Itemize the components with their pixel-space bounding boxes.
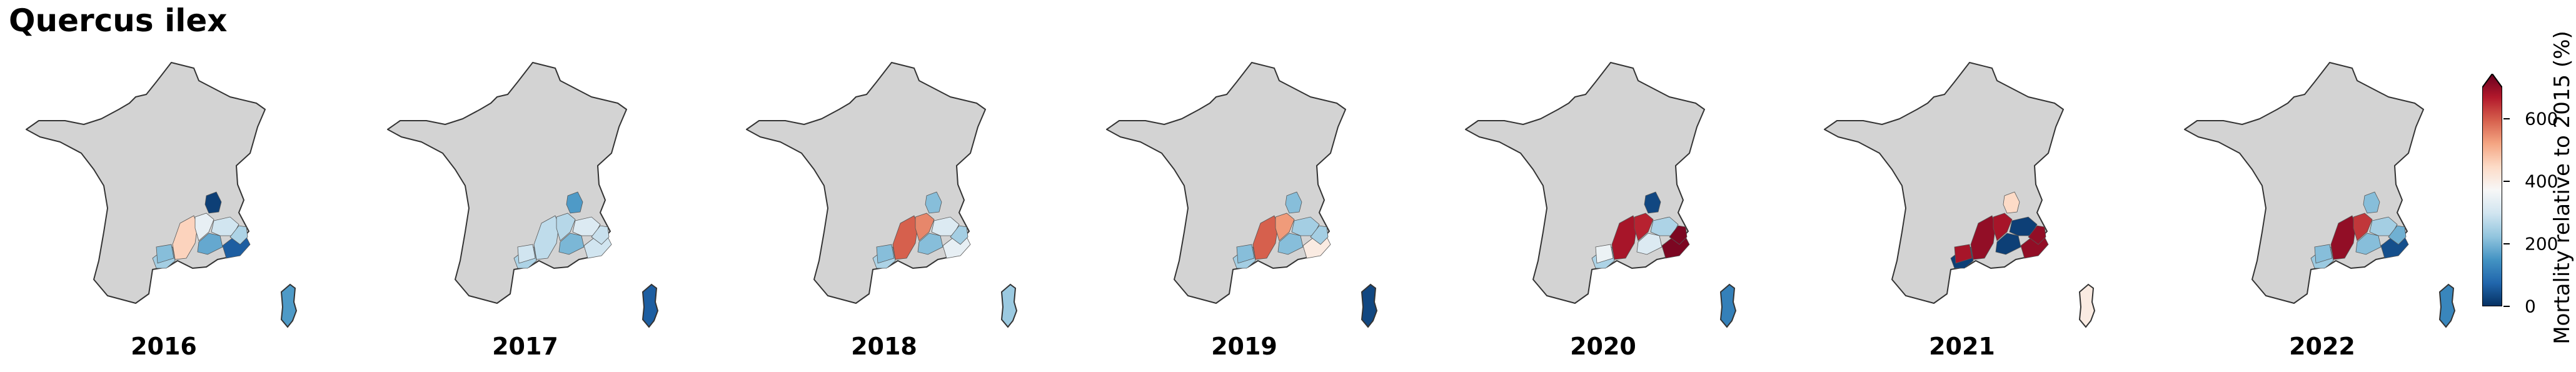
mortality-region-r1 xyxy=(172,215,198,260)
france-map xyxy=(387,62,659,328)
mortality-region-r9 xyxy=(566,191,583,214)
mortality-region-r1 xyxy=(533,215,560,260)
mortality-region-r9 xyxy=(1644,191,1661,214)
year-label: 2019 xyxy=(1211,333,1277,360)
year-label: 2021 xyxy=(1929,333,1995,360)
mortality-region-r1 xyxy=(2330,215,2357,260)
france-map xyxy=(1465,62,1737,328)
mortality-region-r3 xyxy=(1636,233,1663,255)
colorbar-tick-label: 400 xyxy=(2525,171,2558,192)
france-outline xyxy=(1106,62,1346,304)
france-map xyxy=(2184,62,2456,328)
mortality-region-r2 xyxy=(1993,213,2013,241)
mortality-region-r6 xyxy=(229,225,248,245)
year-label: 2017 xyxy=(492,333,558,360)
mortality-region-r1 xyxy=(1970,215,1996,260)
france-map xyxy=(26,62,298,328)
mortality-region-r1 xyxy=(892,215,918,260)
mortality-region-r6 xyxy=(2028,225,2046,245)
colorbar-label: Mortality relative to 2015 (%) xyxy=(2550,31,2575,344)
france-map xyxy=(746,62,1018,328)
mortality-region-r6 xyxy=(1310,225,1329,245)
corsica-region xyxy=(1719,283,1737,328)
map-panel-2020 xyxy=(1447,59,1759,328)
colorbar-tick-label: 200 xyxy=(2525,233,2558,254)
mortality-region-r2 xyxy=(1275,213,1295,241)
mortality-region-r8 xyxy=(2314,244,2333,264)
france-outline xyxy=(746,62,986,304)
mortality-region-r6 xyxy=(1669,225,1688,245)
corsica-region xyxy=(641,283,659,328)
corsica-region xyxy=(2438,283,2456,328)
france-outline xyxy=(2184,62,2424,304)
figure-title: Quercus ilex xyxy=(9,3,228,39)
map-panel-2022 xyxy=(2166,59,2478,328)
mortality-region-r3 xyxy=(1277,233,1304,255)
colorbar-tick-label: 600 xyxy=(2525,108,2558,129)
mortality-region-r8 xyxy=(156,244,174,264)
colorbar-tick-mark xyxy=(2503,306,2510,307)
mortality-region-r3 xyxy=(558,233,585,255)
mortality-region-r6 xyxy=(950,225,969,245)
mortality-region-r2 xyxy=(556,213,576,241)
mortality-region-r2 xyxy=(915,213,935,241)
france-map xyxy=(1106,62,1378,328)
year-label: 2016 xyxy=(131,333,197,360)
france-outline xyxy=(1465,62,1705,304)
mortality-region-r1 xyxy=(1611,215,1638,260)
map-panel-2017 xyxy=(369,59,682,328)
mortality-region-r2 xyxy=(194,213,214,241)
mortality-region-r9 xyxy=(2003,191,2020,214)
colorbar-tick-mark xyxy=(2503,118,2510,119)
mortality-region-r8 xyxy=(1954,244,1973,264)
france-outline xyxy=(1824,62,2064,304)
mortality-region-r6 xyxy=(591,225,610,245)
mortality-region-r2 xyxy=(1634,213,1654,241)
france-map xyxy=(1824,62,2096,328)
colorbar-gradient xyxy=(2482,73,2503,307)
map-panel-2016 xyxy=(8,59,320,328)
mortality-region-r3 xyxy=(917,233,943,255)
map-panel-2021 xyxy=(1806,59,2118,328)
colorbar-tick-mark xyxy=(2503,181,2510,182)
mortality-region-r1 xyxy=(1252,215,1279,260)
mortality-region-r8 xyxy=(876,244,895,264)
corsica-region xyxy=(1361,283,1378,328)
mortality-region-r3 xyxy=(1995,233,2021,255)
corsica-region xyxy=(2078,283,2096,328)
colorbar-tick-mark xyxy=(2503,243,2510,244)
mortality-region-r6 xyxy=(2388,225,2407,245)
colorbar-tick-label: 0 xyxy=(2525,296,2536,317)
france-outline xyxy=(387,62,627,304)
map-panel-2018 xyxy=(728,59,1040,328)
corsica-region xyxy=(280,283,298,328)
mortality-region-r9 xyxy=(1285,191,1302,214)
year-label: 2020 xyxy=(1570,333,1636,360)
mortality-region-r8 xyxy=(517,244,536,264)
mortality-region-r8 xyxy=(1595,244,1614,264)
mortality-region-r8 xyxy=(1236,244,1255,264)
mortality-region-r3 xyxy=(197,233,223,255)
mortality-region-r9 xyxy=(925,191,942,214)
colorbar xyxy=(2482,73,2503,307)
mortality-region-r9 xyxy=(2363,191,2380,214)
map-panel-2019 xyxy=(1088,59,1401,328)
mortality-region-r9 xyxy=(204,191,222,214)
france-outline xyxy=(26,62,266,304)
mortality-region-r3 xyxy=(2355,233,2382,255)
mortality-region-r2 xyxy=(2353,213,2373,241)
corsica-region xyxy=(1000,283,1018,328)
year-label: 2022 xyxy=(2289,333,2355,360)
year-label: 2018 xyxy=(851,333,917,360)
